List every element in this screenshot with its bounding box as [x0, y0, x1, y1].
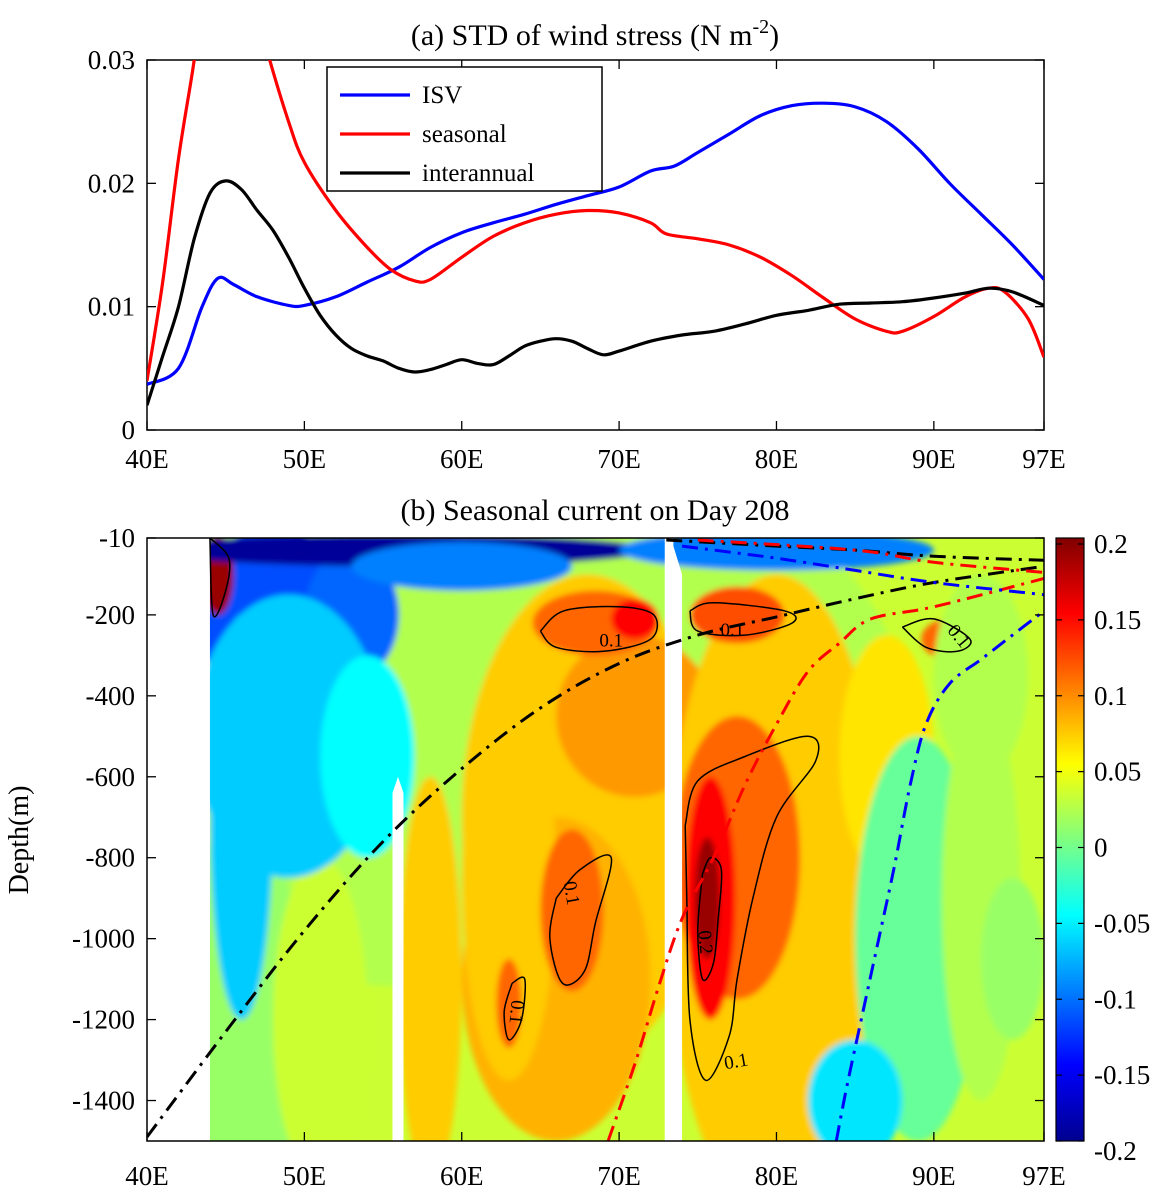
contour-0.2-core	[697, 856, 723, 982]
panel-b-title: (b) Seasonal current on Day 208	[400, 494, 789, 527]
colorbar-tick-label: 0.2	[1094, 529, 1128, 559]
panel-a: (a) STD of wind stress (N m-2) 40E 50E 60E…	[88, 16, 1066, 474]
field-blob	[398, 776, 462, 1141]
series-line-seasonal	[147, 60, 1044, 381]
line-red-dash-dot-upper	[697, 538, 1044, 574]
field-blob	[209, 614, 273, 1020]
colorbar-tick-label: -0.2	[1094, 1136, 1137, 1166]
panel-b-ytick-label: -400	[86, 681, 136, 711]
series-line-ISV	[147, 101, 1044, 386]
panel-a-ytick-label: 0.02	[88, 168, 135, 198]
legend-box	[326, 66, 603, 192]
field-blobs	[147, 538, 1044, 1141]
contour-label: 0.2	[693, 929, 716, 954]
panel-a-ytick-label: 0.03	[88, 45, 135, 75]
panel-b-xtick-label: 50E	[283, 1161, 327, 1191]
colorbar-tick-label: -0.05	[1094, 908, 1150, 938]
panel-b-ytick-label: -200	[86, 600, 136, 630]
panel-b-ytick-label: -1200	[72, 1005, 135, 1035]
colorbar-tick-label: 0.05	[1094, 757, 1141, 787]
colorbar-tick-label: -0.15	[1094, 1060, 1150, 1090]
contour-0.1-upper-b	[689, 602, 797, 637]
contour-label: 0.1	[505, 999, 528, 1024]
panel-b-plot-area	[147, 538, 1044, 1141]
panel-a-axes-box	[146, 59, 1045, 431]
panel-b-xtick-label: 90E	[912, 1161, 956, 1191]
panel-b-ytick-label: -1400	[72, 1086, 135, 1116]
contour-0.1-east	[684, 735, 820, 1082]
colorbar-tick-label: 0.1	[1094, 681, 1128, 711]
panel-b-xtick-label: 97E	[1022, 1161, 1066, 1191]
panel-b-axes-box	[146, 537, 1045, 1142]
field-blob	[272, 857, 368, 1141]
panel-b-ytick-label: -10	[99, 523, 135, 553]
field-blob	[807, 1039, 903, 1141]
panel-b-ytick-label: -800	[86, 843, 136, 873]
contour-label: 0.1	[559, 880, 584, 907]
panel-b-ticks: 40E 50E 60E 70E 80E 90E 97E -10 -200 -400 -600 -800…	[72, 523, 1066, 1191]
panel-a-xtick-label: 70E	[597, 444, 641, 474]
contour-0.1-deep	[503, 976, 527, 1041]
panel-b-xtick-label: 80E	[755, 1161, 799, 1191]
panel-b-ytick-label: -1000	[72, 924, 135, 954]
panel-b-xtick-label: 70E	[597, 1161, 641, 1191]
line-blue-dash-dot	[834, 609, 1044, 1141]
panel-a-ticks: 40E 50E 60E 70E 80E 90E 97E 0 0.01 0.02 0.03	[88, 45, 1066, 474]
field-blob	[694, 837, 720, 959]
contour-lines	[209, 538, 972, 1082]
land-mask-west	[147, 538, 210, 1141]
contour-label: 0.1	[723, 1050, 750, 1075]
colorbar-bar	[1055, 537, 1085, 1142]
contour-0.1-upper-a	[539, 605, 659, 653]
contour-label: 0.1	[599, 630, 623, 651]
legend-label-ISV: ISV	[422, 82, 462, 109]
panel-a-xtick-label: 80E	[755, 444, 799, 474]
contour-label: 0.1	[721, 620, 745, 641]
panel-b: (b) Seasonal current on Day 208 Depth(m)…	[4, 494, 1150, 1191]
panel-b-ylabel: Depth(m)	[4, 786, 35, 895]
panel-b-ytick-label: -600	[86, 762, 136, 792]
land-masks	[147, 538, 683, 1141]
panel-a-ytick-label: 0	[122, 415, 136, 445]
panel-b-xtick-label: 60E	[440, 1161, 484, 1191]
panel-b-xtick-label: 40E	[125, 1161, 169, 1191]
field-blob	[981, 877, 1044, 1040]
land-mask-ridge	[392, 776, 404, 1141]
field-blob	[540, 829, 604, 992]
legend: ISV seasonal interannual	[326, 66, 603, 192]
field-blob	[461, 675, 557, 1081]
legend-label-interannual: interannual	[422, 160, 535, 187]
field-blob	[320, 655, 415, 858]
panel-a-xtick-label: 97E	[1022, 444, 1066, 474]
panel-a-xtick-label: 40E	[125, 444, 169, 474]
colorbar-tick-label: 0	[1094, 833, 1108, 863]
panel-a-xtick-label: 90E	[912, 444, 956, 474]
colorbar-tick-label: -0.1	[1094, 984, 1137, 1014]
contour-0.1-mid	[549, 854, 613, 986]
panel-a-xtick-label: 50E	[283, 444, 327, 474]
colorbar-ticks: 0.2 0.15 0.1 0.05 0 -0.05 -0.1 -0.15 -0.2	[1056, 529, 1150, 1166]
colorbar-tick-label: 0.15	[1094, 605, 1141, 635]
series-line-interannual	[147, 179, 1044, 406]
field-blob	[619, 538, 934, 571]
field-blob	[933, 574, 1029, 777]
panel-a-title: (a) STD of wind stress (N m-2)	[411, 16, 779, 52]
field-blob	[689, 586, 785, 644]
panel-a-series	[147, 60, 1044, 406]
panel-a-xtick-label: 60E	[440, 444, 484, 474]
line-red-dash-dot	[606, 577, 1044, 1141]
contour-0.1-upper-c	[901, 617, 972, 653]
colorbar: 0.2 0.15 0.1 0.05 0 -0.05 -0.1 -0.15 -0.2	[1055, 529, 1150, 1166]
contour-0.1-west	[209, 538, 231, 618]
land-mask-island	[664, 538, 683, 1141]
field-blob	[611, 598, 659, 640]
line-blue-dash-dot-upper	[681, 544, 1044, 597]
line-black-dash-dot	[147, 564, 1044, 1138]
legend-label-seasonal: seasonal	[422, 121, 507, 148]
panel-a-ytick-label: 0.01	[88, 292, 135, 322]
characteristic-lines	[147, 538, 1044, 1141]
field-blob	[351, 542, 572, 591]
current-field	[147, 538, 1044, 1141]
